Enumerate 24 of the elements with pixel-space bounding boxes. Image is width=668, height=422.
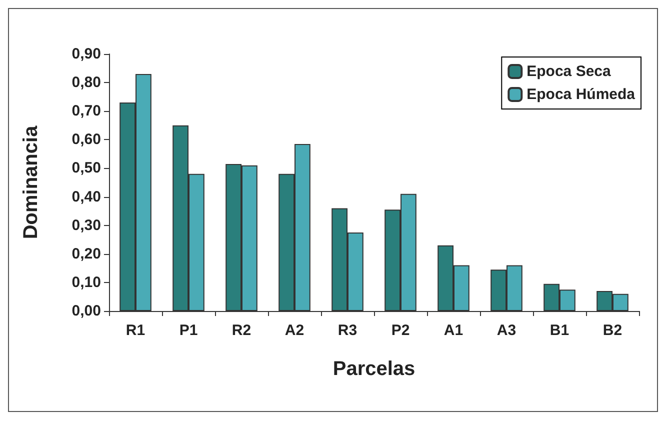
- y-tick-label: 0,30: [72, 216, 101, 234]
- x-tick-label: A3: [496, 322, 516, 339]
- y-tick-label: 0,50: [72, 160, 101, 177]
- x-tick-label: B2: [602, 322, 622, 339]
- x-tick-label: R3: [338, 322, 358, 339]
- x-tick-label: P1: [179, 322, 198, 339]
- x-tick-label: B1: [550, 322, 570, 339]
- x-tick-label: A2: [284, 322, 304, 339]
- y-tick-label: 0,70: [72, 102, 101, 120]
- x-tick-label: R2: [232, 322, 252, 339]
- x-tick-label: A1: [444, 322, 464, 339]
- y-tick-label: 0,90: [72, 46, 101, 62]
- x-tick-label: P2: [391, 322, 410, 339]
- x-axis-title: Parcelas: [332, 358, 416, 380]
- y-tick-label: 0,00: [72, 302, 101, 320]
- legend-label: Epoca Húmeda: [526, 86, 636, 103]
- y-tick-label: 0,60: [72, 131, 101, 148]
- y-axis-title: Dominancia: [20, 124, 42, 240]
- x-tick-label: R1: [126, 322, 146, 339]
- y-tick-label: 0,10: [72, 274, 101, 291]
- y-tick-label: 0,80: [72, 74, 101, 92]
- y-tick-label: 0,20: [72, 245, 101, 262]
- legend-label: Epoca Seca: [526, 63, 612, 80]
- y-tick-label: 0,40: [72, 188, 101, 206]
